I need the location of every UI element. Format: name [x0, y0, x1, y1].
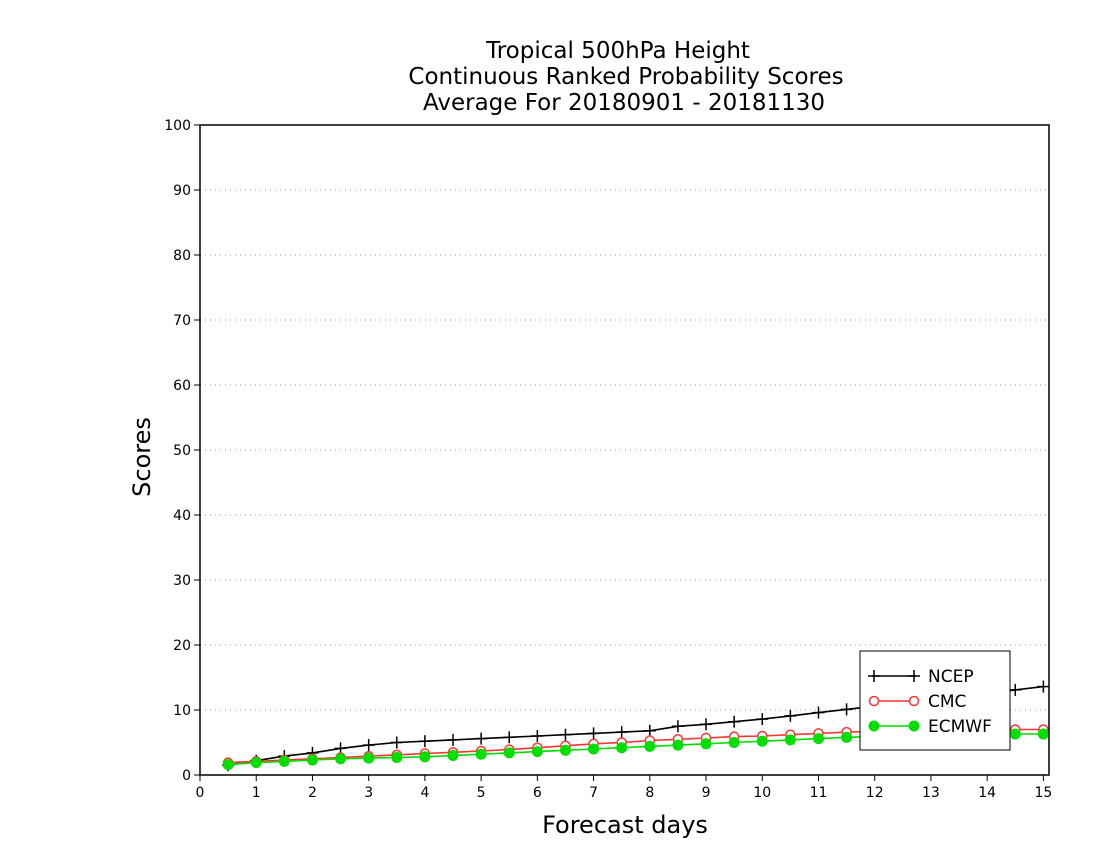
point-ncep-28	[1009, 683, 1022, 696]
x-tick-label: 7	[589, 785, 598, 801]
y-axis-ticks: 0 10 20 30 40 50 60 70 80 90 100	[164, 118, 200, 784]
point-ecmwf-7	[419, 751, 431, 763]
point-ncep-22	[840, 703, 853, 716]
point-ncep-21	[812, 706, 825, 719]
point-ncep-15	[643, 724, 656, 737]
x-tick-label: 8	[645, 785, 654, 801]
x-tick-label: 2	[308, 785, 317, 801]
y-tick-label: 100	[164, 118, 191, 134]
y-tick-label: 70	[173, 313, 191, 329]
legend-marker-start-cmc	[868, 695, 880, 707]
point-ncep-9	[475, 732, 488, 745]
x-tick-label: 5	[477, 785, 486, 801]
legend-marker-end-ecmwf	[908, 720, 920, 732]
legend-label-ncep: NCEP	[928, 667, 974, 687]
x-tick-label: 11	[810, 785, 828, 801]
point-ncep-19	[756, 713, 769, 726]
point-ncep-7	[418, 735, 431, 748]
grid	[200, 189, 1049, 711]
point-ecmwf-13	[588, 743, 600, 755]
point-ecmwf-12	[559, 744, 571, 756]
point-ecmwf-19	[756, 735, 768, 747]
chart-title: Tropical 500hPa Height Continuous Ranked…	[408, 38, 843, 116]
point-ecmwf-9	[475, 748, 487, 760]
y-tick-label: 90	[173, 183, 191, 199]
point-ncep-17	[700, 718, 713, 731]
point-ecmwf-8	[447, 750, 459, 761]
point-ncep-13	[587, 727, 600, 740]
legend-marker-start-ncep	[868, 670, 880, 682]
legend: NCEP CMC ECMWF	[859, 650, 1011, 751]
point-ncep-20	[784, 709, 797, 722]
point-ncep-11	[531, 730, 544, 742]
point-ncep-16	[671, 720, 684, 733]
legend-marker-end-ncep	[908, 670, 920, 682]
point-ecmwf-22	[841, 731, 853, 743]
point-ecmwf-18	[728, 737, 740, 748]
point-ncep-8	[447, 733, 460, 746]
chart-title-line-2: Continuous Ranked Probability Scores	[408, 64, 843, 90]
point-ecmwf-3	[306, 754, 318, 766]
x-tick-label: 4	[420, 785, 429, 801]
point-ncep-18	[728, 715, 741, 728]
chart-title-line-3: Average For 20180901 - 20181130	[423, 90, 825, 116]
x-tick-label: 13	[922, 785, 940, 801]
y-axis-label: Scores	[128, 417, 156, 497]
x-tick-label: 0	[196, 785, 205, 801]
point-ecmwf-28	[1009, 728, 1021, 740]
y-tick-label: 20	[173, 638, 191, 654]
point-ecmwf-15	[644, 740, 656, 752]
point-ecmwf-1	[250, 757, 262, 769]
point-ecmwf-2	[278, 755, 290, 767]
point-ecmwf-14	[616, 742, 628, 754]
point-ecmwf-5	[363, 752, 375, 764]
chart-title-line-1: Tropical 500hPa Height	[485, 38, 750, 64]
y-tick-label: 10	[173, 703, 191, 719]
legend-entry-cmc: CMC	[868, 692, 966, 712]
point-ecmwf-21	[812, 733, 824, 745]
legend-marker-start-ecmwf	[868, 720, 880, 732]
x-tick-label: 9	[702, 785, 711, 801]
point-ecmwf-17	[700, 738, 712, 750]
x-tick-label: 15	[1034, 785, 1052, 801]
y-tick-label: 0	[182, 768, 191, 784]
legend-entry-ecmwf: ECMWF	[868, 717, 992, 737]
x-axis-ticks: 0 1 2 3 4 5 6 7 8 9 10 11 12 13 14 15	[196, 775, 1052, 801]
x-tick-label: 1	[252, 785, 261, 801]
legend-marker-end-cmc	[908, 695, 920, 707]
x-tick-label: 14	[978, 785, 996, 801]
point-ncep-29	[1037, 680, 1050, 693]
x-axis-label: Forecast days	[542, 811, 708, 839]
x-tick-label: 10	[753, 785, 771, 801]
x-tick-label: 3	[364, 785, 373, 801]
x-tick-label: 6	[533, 785, 542, 801]
y-tick-label: 80	[173, 248, 191, 264]
point-ecmwf-20	[784, 734, 796, 746]
point-ecmwf-29	[1037, 728, 1049, 740]
y-tick-label: 40	[173, 508, 191, 524]
point-ecmwf-10	[503, 747, 515, 759]
point-ecmwf-6	[391, 751, 403, 763]
point-ncep-5	[362, 739, 375, 752]
point-ecmwf-16	[672, 739, 684, 751]
point-ecmwf-11	[531, 746, 543, 758]
y-tick-label: 60	[173, 378, 191, 394]
point-ecmwf-0	[222, 759, 234, 771]
legend-label-cmc: CMC	[928, 692, 966, 712]
y-tick-label: 30	[173, 573, 191, 589]
point-ncep-12	[559, 728, 572, 741]
point-ncep-14	[615, 726, 628, 739]
x-tick-label: 12	[866, 785, 884, 801]
legend-entry-ncep: NCEP	[868, 667, 974, 687]
point-ecmwf-4	[335, 753, 347, 765]
point-ncep-10	[503, 731, 516, 744]
y-tick-label: 50	[173, 443, 191, 459]
legend-label-ecmwf: ECMWF	[928, 717, 992, 737]
point-ncep-6	[390, 736, 403, 749]
